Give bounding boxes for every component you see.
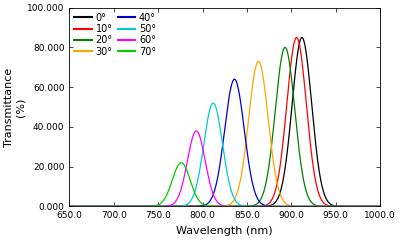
Legend: 0°, 10°, 20°, 30°, 40°, 50°, 60°, 70°: 0°, 10°, 20°, 30°, 40°, 50°, 60°, 70° bbox=[72, 11, 158, 59]
X-axis label: Wavelength (nm): Wavelength (nm) bbox=[176, 226, 273, 236]
Y-axis label: Transmittance
(%): Transmittance (%) bbox=[4, 67, 26, 147]
